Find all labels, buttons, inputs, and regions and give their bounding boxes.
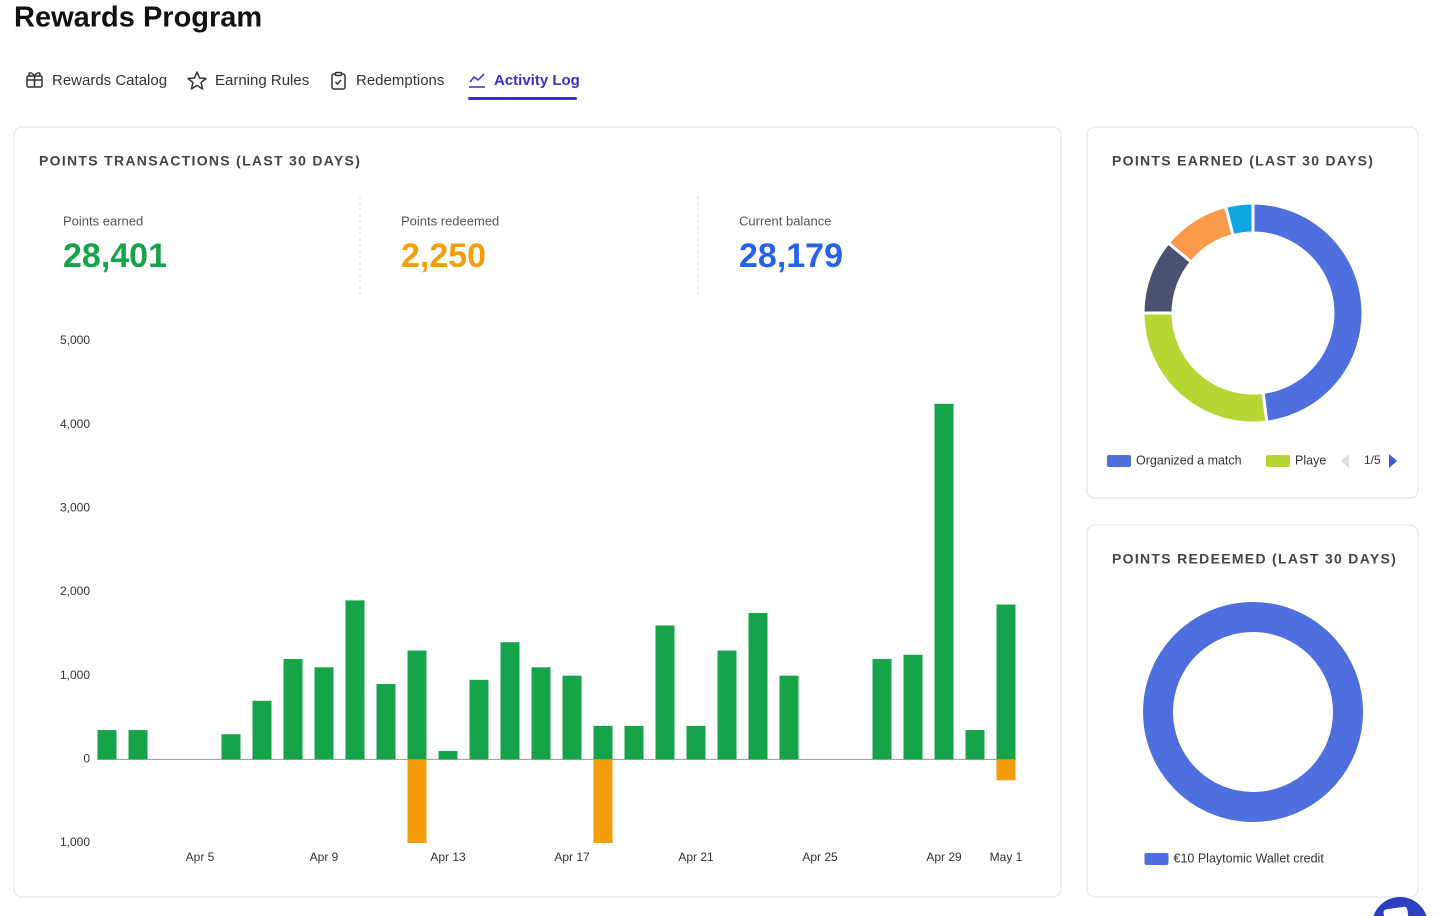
y-tick-label: 0 [83, 752, 90, 766]
legend-label: €10 Playtomic Wallet credit [1174, 851, 1325, 865]
tab[interactable]: Activity Log [494, 72, 580, 89]
bar [500, 642, 520, 760]
bar [593, 725, 613, 760]
bar [376, 684, 396, 760]
legend-swatch [1107, 455, 1131, 467]
bar [221, 734, 241, 760]
stat-label: Points redeemed [401, 213, 499, 228]
x-tick-label: Apr 21 [678, 850, 714, 864]
gift-icon [26, 72, 43, 88]
bar [469, 679, 489, 760]
legend-swatch [1266, 455, 1290, 467]
x-tick-label: Apr 13 [430, 850, 466, 864]
legend-prev[interactable] [1341, 454, 1349, 468]
donut-segment [1251, 201, 1365, 424]
y-tick-label: 1,000 [60, 835, 90, 849]
card-title: POINTS TRANSACTIONS (LAST 30 DAYS) [39, 153, 361, 169]
x-tick-label: Apr 25 [802, 850, 838, 864]
bar [996, 759, 1016, 781]
bar [314, 667, 334, 760]
x-tick-label: Apr 9 [310, 850, 339, 864]
x-tick-label: Apr 17 [554, 850, 590, 864]
donut-segment [1143, 602, 1363, 822]
bar [748, 612, 768, 760]
y-tick-label: 3,000 [60, 501, 90, 515]
bar [562, 675, 582, 760]
page-title: Rewards Program [14, 2, 262, 34]
transactions-card [13, 126, 1062, 898]
clipboard-icon [331, 71, 346, 90]
bar [283, 658, 303, 760]
y-tick-label: 2,000 [60, 584, 90, 598]
y-tick-label: 5,000 [60, 333, 90, 347]
donut-segment [1223, 201, 1255, 238]
bar [97, 730, 117, 760]
card-title: POINTS REDEEMED (LAST 30 DAYS) [1112, 551, 1397, 567]
bar [531, 667, 551, 760]
stat-value: 28,401 [63, 237, 167, 275]
bar [252, 700, 272, 760]
y-tick-label: 1,000 [60, 668, 90, 682]
redeemed-card [1086, 524, 1419, 898]
legend-page: 1/5 [1364, 453, 1381, 467]
bar [407, 759, 427, 843]
x-tick-label: Apr 29 [926, 850, 962, 864]
earned-card [1086, 126, 1419, 499]
bar [996, 604, 1016, 760]
bar [128, 730, 148, 760]
bar [686, 725, 706, 760]
bar [872, 658, 892, 760]
bar [655, 625, 675, 760]
tab-icons [26, 71, 485, 90]
bar [593, 759, 613, 843]
legend-label: Organized a match [1136, 453, 1242, 467]
tab[interactable]: Redemptions [356, 72, 444, 89]
bar [624, 725, 644, 760]
y-tick-label: 4,000 [60, 417, 90, 431]
bar [717, 650, 737, 760]
bar [438, 750, 458, 760]
tab[interactable]: Earning Rules [215, 72, 309, 89]
card-title: POINTS EARNED (LAST 30 DAYS) [1112, 153, 1374, 169]
chart-icon [469, 73, 485, 88]
star-icon [187, 71, 207, 90]
stat-value: 2,250 [401, 237, 486, 275]
active-tab-underline [468, 97, 577, 100]
bar [779, 675, 799, 760]
x-tick-label: May 1 [990, 850, 1023, 864]
legend-next[interactable] [1389, 454, 1397, 468]
bar [407, 650, 427, 760]
stat-value: 28,179 [739, 237, 843, 275]
legend-swatch [1144, 853, 1169, 865]
stat-label: Current balance [739, 213, 832, 228]
bar [903, 654, 923, 760]
bar [965, 730, 985, 760]
tab[interactable]: Rewards Catalog [52, 72, 167, 89]
legend-label: Playe [1295, 453, 1326, 467]
chat-icon [1383, 906, 1409, 916]
bar [345, 600, 365, 760]
bar [934, 403, 954, 760]
stat-label: Points earned [63, 213, 143, 228]
x-tick-label: Apr 5 [186, 850, 215, 864]
